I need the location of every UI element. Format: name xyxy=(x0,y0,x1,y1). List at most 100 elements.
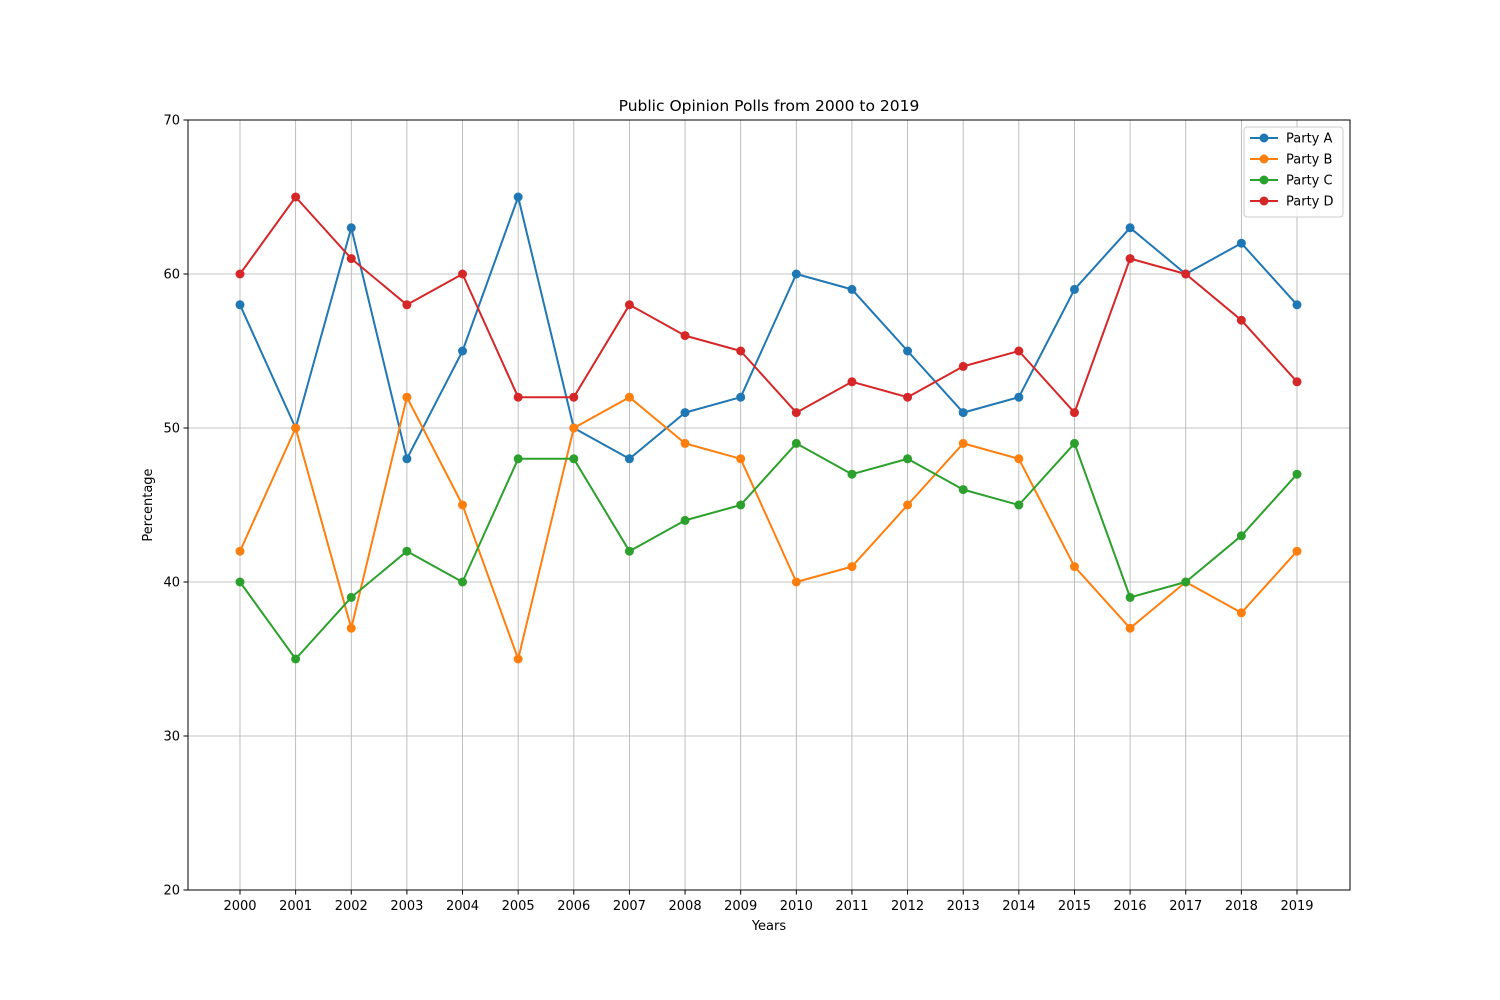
data-point xyxy=(569,392,579,402)
y-axis-label: Percentage xyxy=(141,468,156,541)
data-point xyxy=(680,331,690,341)
legend-item: Party D xyxy=(1250,195,1334,210)
data-point xyxy=(1236,608,1246,618)
x-tick-label: 2006 xyxy=(557,899,590,914)
data-point xyxy=(903,500,913,510)
data-point xyxy=(1014,392,1024,402)
data-point xyxy=(624,392,634,402)
x-tick-label: 2017 xyxy=(1169,899,1202,914)
y-tick-label: 50 xyxy=(163,422,180,437)
data-point xyxy=(1125,623,1135,633)
data-point xyxy=(1292,377,1302,387)
data-point xyxy=(569,423,579,433)
data-point xyxy=(791,438,801,448)
series-line xyxy=(239,442,1298,660)
data-point xyxy=(1236,531,1246,541)
data-point xyxy=(402,392,412,402)
data-point xyxy=(402,454,412,464)
legend-label: Party D xyxy=(1286,195,1334,210)
y-tick-label: 70 xyxy=(163,114,180,129)
series-party-a xyxy=(235,192,1302,464)
y-tick-label: 40 xyxy=(163,576,180,591)
data-point xyxy=(1069,284,1079,294)
series-line xyxy=(239,396,1298,660)
legend-item: Party B xyxy=(1250,153,1332,168)
x-tick-label: 2019 xyxy=(1280,899,1313,914)
data-point xyxy=(513,192,523,202)
data-point xyxy=(1181,269,1191,279)
data-point xyxy=(958,361,968,371)
data-point xyxy=(1181,577,1191,587)
y-tick-label: 20 xyxy=(163,884,180,899)
data-point xyxy=(458,577,468,587)
data-point xyxy=(958,438,968,448)
data-point xyxy=(458,346,468,356)
chart-title: Public Opinion Polls from 2000 to 2019 xyxy=(619,97,920,115)
data-point xyxy=(1014,346,1024,356)
legend-marker xyxy=(1259,196,1269,206)
data-point xyxy=(1125,223,1135,233)
data-point xyxy=(346,592,356,602)
x-tick-label: 2016 xyxy=(1114,899,1147,914)
data-point xyxy=(624,300,634,310)
data-point xyxy=(291,192,301,202)
x-tick-label: 2008 xyxy=(669,899,702,914)
data-point xyxy=(1236,315,1246,325)
data-point xyxy=(291,654,301,664)
data-point xyxy=(513,454,523,464)
data-point xyxy=(847,377,857,387)
data-point xyxy=(1069,408,1079,418)
data-point xyxy=(235,300,245,310)
legend: Party A Party B Party C Party D xyxy=(1243,126,1344,218)
data-point xyxy=(736,500,746,510)
data-point xyxy=(958,485,968,495)
data-point xyxy=(1014,500,1024,510)
data-point xyxy=(1069,562,1079,572)
data-point xyxy=(958,408,968,418)
x-tick-label: 2010 xyxy=(780,899,813,914)
data-point xyxy=(346,254,356,264)
data-point xyxy=(235,546,245,556)
data-point xyxy=(458,500,468,510)
x-tick-label: 2009 xyxy=(724,899,757,914)
data-point xyxy=(346,223,356,233)
data-point xyxy=(513,392,523,402)
legend-box xyxy=(1243,126,1344,218)
data-point xyxy=(235,577,245,587)
data-point xyxy=(791,269,801,279)
x-tick-label: 2014 xyxy=(1002,899,1035,914)
data-point xyxy=(458,269,468,279)
legend-marker xyxy=(1259,154,1269,164)
series-party-b xyxy=(235,392,1302,664)
data-point xyxy=(235,269,245,279)
data-point xyxy=(847,562,857,572)
data-point xyxy=(903,454,913,464)
data-point xyxy=(680,515,690,525)
data-point xyxy=(736,454,746,464)
data-point xyxy=(847,469,857,479)
x-tick-label: 2005 xyxy=(502,899,535,914)
data-point xyxy=(624,454,634,464)
data-point xyxy=(680,438,690,448)
data-point xyxy=(1069,438,1079,448)
data-point xyxy=(791,408,801,418)
x-tick-label: 2002 xyxy=(335,899,368,914)
legend-marker xyxy=(1259,175,1269,185)
x-tick-label: 2007 xyxy=(613,899,646,914)
data-point xyxy=(736,346,746,356)
legend-label: Party C xyxy=(1286,174,1333,189)
x-tick-label: 2004 xyxy=(446,899,479,914)
data-point xyxy=(847,284,857,294)
y-tick-label: 60 xyxy=(163,268,180,283)
data-point xyxy=(513,654,523,664)
data-point xyxy=(1125,592,1135,602)
data-point xyxy=(903,392,913,402)
x-tick-label: 2001 xyxy=(279,899,312,914)
data-point xyxy=(569,454,579,464)
series-party-c xyxy=(235,438,1302,664)
data-point xyxy=(291,423,301,433)
data-point xyxy=(680,408,690,418)
y-axis-ticks: 20 30 40 50 60 70 xyxy=(163,114,188,899)
data-point xyxy=(402,300,412,310)
